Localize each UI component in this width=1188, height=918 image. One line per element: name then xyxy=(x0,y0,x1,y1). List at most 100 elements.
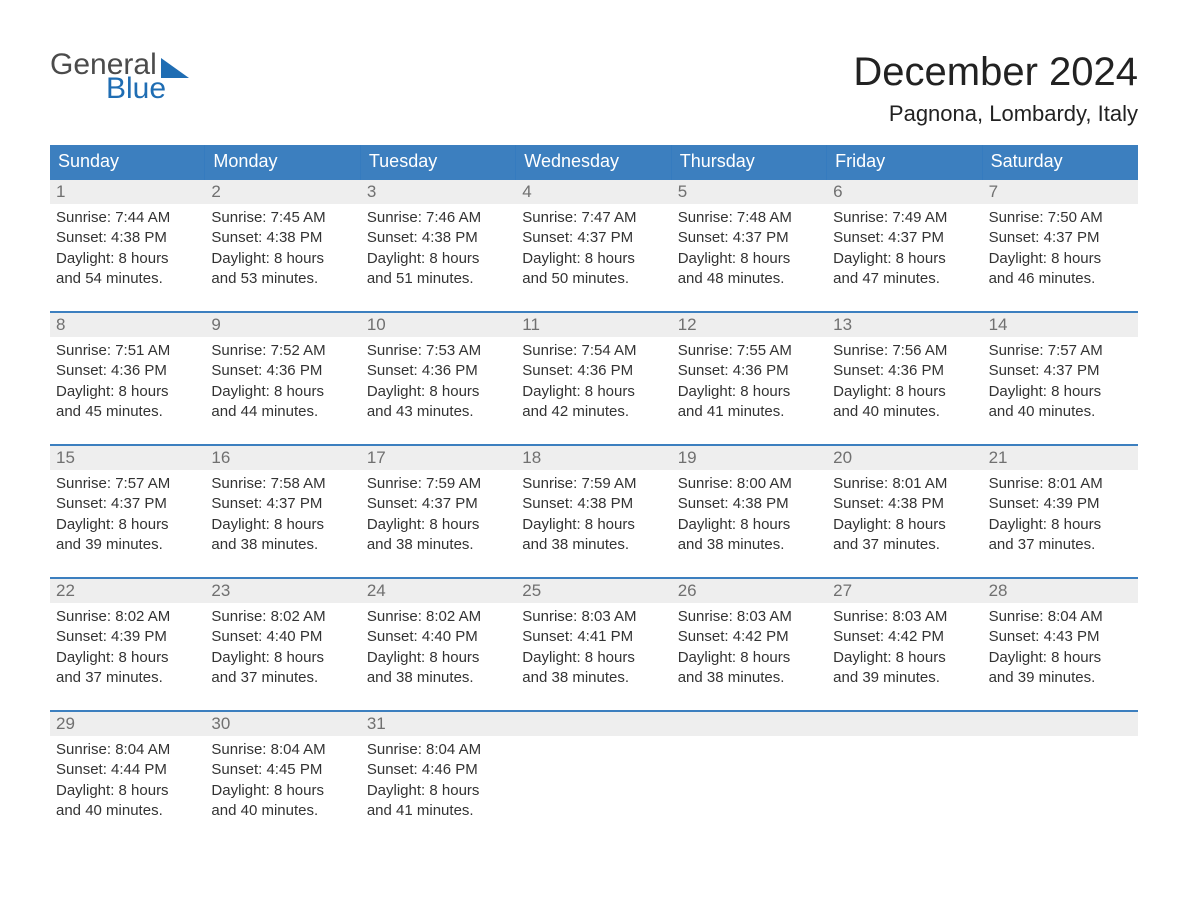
week-row: 1Sunrise: 7:44 AMSunset: 4:38 PMDaylight… xyxy=(50,180,1138,297)
weekday-saturday: Saturday xyxy=(983,145,1138,180)
day-number: 13 xyxy=(827,313,982,337)
month-title: December 2024 xyxy=(853,50,1138,95)
daylight-line: Daylight: 8 hours xyxy=(678,515,821,535)
day-cell xyxy=(516,712,671,829)
daylight-line: and 38 minutes. xyxy=(522,668,665,688)
day-number: 16 xyxy=(205,446,360,470)
daylight-line: Daylight: 8 hours xyxy=(833,648,976,668)
sunrise-line: Sunrise: 7:45 AM xyxy=(211,208,354,228)
day-number-empty xyxy=(672,712,827,736)
week-row: 29Sunrise: 8:04 AMSunset: 4:44 PMDayligh… xyxy=(50,710,1138,829)
daylight-line: and 37 minutes. xyxy=(833,535,976,555)
daylight-line: Daylight: 8 hours xyxy=(989,648,1132,668)
daylight-line: and 38 minutes. xyxy=(522,535,665,555)
daylight-line: and 41 minutes. xyxy=(678,402,821,422)
daylight-line: and 40 minutes. xyxy=(989,402,1132,422)
sunset-line: Sunset: 4:45 PM xyxy=(211,760,354,780)
daylight-line: Daylight: 8 hours xyxy=(989,515,1132,535)
sunrise-line: Sunrise: 7:58 AM xyxy=(211,474,354,494)
daylight-line: Daylight: 8 hours xyxy=(833,515,976,535)
day-cell: 9Sunrise: 7:52 AMSunset: 4:36 PMDaylight… xyxy=(205,313,360,430)
daylight-line: and 45 minutes. xyxy=(56,402,199,422)
sunrise-line: Sunrise: 7:57 AM xyxy=(56,474,199,494)
header: General Blue December 2024 Pagnona, Lomb… xyxy=(50,50,1138,127)
sunset-line: Sunset: 4:42 PM xyxy=(833,627,976,647)
daylight-line: Daylight: 8 hours xyxy=(211,781,354,801)
sunset-line: Sunset: 4:43 PM xyxy=(989,627,1132,647)
sunrise-line: Sunrise: 8:04 AM xyxy=(211,740,354,760)
day-cell: 20Sunrise: 8:01 AMSunset: 4:38 PMDayligh… xyxy=(827,446,982,563)
sunrise-line: Sunrise: 7:48 AM xyxy=(678,208,821,228)
sunset-line: Sunset: 4:42 PM xyxy=(678,627,821,647)
day-number: 19 xyxy=(672,446,827,470)
day-cell: 3Sunrise: 7:46 AMSunset: 4:38 PMDaylight… xyxy=(361,180,516,297)
sunset-line: Sunset: 4:36 PM xyxy=(56,361,199,381)
day-number: 27 xyxy=(827,579,982,603)
daylight-line: and 43 minutes. xyxy=(367,402,510,422)
daylight-line: Daylight: 8 hours xyxy=(522,515,665,535)
daylight-line: and 40 minutes. xyxy=(211,801,354,821)
sunrise-line: Sunrise: 8:03 AM xyxy=(833,607,976,627)
weekday-sunday: Sunday xyxy=(50,145,205,180)
day-cell: 6Sunrise: 7:49 AMSunset: 4:37 PMDaylight… xyxy=(827,180,982,297)
daylight-line: Daylight: 8 hours xyxy=(678,648,821,668)
week-row: 22Sunrise: 8:02 AMSunset: 4:39 PMDayligh… xyxy=(50,577,1138,696)
sunrise-line: Sunrise: 8:02 AM xyxy=(56,607,199,627)
day-number-empty xyxy=(827,712,982,736)
day-cell xyxy=(672,712,827,829)
day-number: 25 xyxy=(516,579,671,603)
day-cell: 26Sunrise: 8:03 AMSunset: 4:42 PMDayligh… xyxy=(672,579,827,696)
weekday-tuesday: Tuesday xyxy=(361,145,516,180)
weekday-wednesday: Wednesday xyxy=(516,145,671,180)
daylight-line: Daylight: 8 hours xyxy=(56,249,199,269)
sunset-line: Sunset: 4:38 PM xyxy=(211,228,354,248)
daylight-line: and 46 minutes. xyxy=(989,269,1132,289)
daylight-line: Daylight: 8 hours xyxy=(56,781,199,801)
day-number: 4 xyxy=(516,180,671,204)
day-number: 20 xyxy=(827,446,982,470)
day-cell: 30Sunrise: 8:04 AMSunset: 4:45 PMDayligh… xyxy=(205,712,360,829)
day-cell: 10Sunrise: 7:53 AMSunset: 4:36 PMDayligh… xyxy=(361,313,516,430)
day-number: 18 xyxy=(516,446,671,470)
day-cell: 21Sunrise: 8:01 AMSunset: 4:39 PMDayligh… xyxy=(983,446,1138,563)
calendar-page: General Blue December 2024 Pagnona, Lomb… xyxy=(0,0,1188,859)
day-cell: 11Sunrise: 7:54 AMSunset: 4:36 PMDayligh… xyxy=(516,313,671,430)
sunrise-line: Sunrise: 8:03 AM xyxy=(522,607,665,627)
daylight-line: Daylight: 8 hours xyxy=(522,382,665,402)
daylight-line: and 37 minutes. xyxy=(56,668,199,688)
day-number-empty xyxy=(516,712,671,736)
day-cell: 12Sunrise: 7:55 AMSunset: 4:36 PMDayligh… xyxy=(672,313,827,430)
day-cell xyxy=(983,712,1138,829)
daylight-line: Daylight: 8 hours xyxy=(989,382,1132,402)
daylight-line: and 39 minutes. xyxy=(833,668,976,688)
daylight-line: and 38 minutes. xyxy=(678,668,821,688)
day-number: 6 xyxy=(827,180,982,204)
calendar: Sunday Monday Tuesday Wednesday Thursday… xyxy=(50,145,1138,829)
day-cell: 7Sunrise: 7:50 AMSunset: 4:37 PMDaylight… xyxy=(983,180,1138,297)
day-number: 28 xyxy=(983,579,1138,603)
daylight-line: Daylight: 8 hours xyxy=(56,382,199,402)
sunset-line: Sunset: 4:37 PM xyxy=(678,228,821,248)
daylight-line: Daylight: 8 hours xyxy=(367,781,510,801)
day-cell: 18Sunrise: 7:59 AMSunset: 4:38 PMDayligh… xyxy=(516,446,671,563)
daylight-line: and 42 minutes. xyxy=(522,402,665,422)
weekday-monday: Monday xyxy=(205,145,360,180)
sunrise-line: Sunrise: 7:51 AM xyxy=(56,341,199,361)
sunset-line: Sunset: 4:40 PM xyxy=(211,627,354,647)
sunset-line: Sunset: 4:36 PM xyxy=(833,361,976,381)
sunset-line: Sunset: 4:38 PM xyxy=(522,494,665,514)
daylight-line: and 48 minutes. xyxy=(678,269,821,289)
day-cell: 5Sunrise: 7:48 AMSunset: 4:37 PMDaylight… xyxy=(672,180,827,297)
daylight-line: and 38 minutes. xyxy=(211,535,354,555)
logo-word-blue: Blue xyxy=(106,74,189,104)
daylight-line: Daylight: 8 hours xyxy=(367,515,510,535)
day-cell: 14Sunrise: 7:57 AMSunset: 4:37 PMDayligh… xyxy=(983,313,1138,430)
location-label: Pagnona, Lombardy, Italy xyxy=(853,101,1138,127)
sunrise-line: Sunrise: 7:53 AM xyxy=(367,341,510,361)
day-number: 24 xyxy=(361,579,516,603)
day-cell: 2Sunrise: 7:45 AMSunset: 4:38 PMDaylight… xyxy=(205,180,360,297)
sunrise-line: Sunrise: 7:55 AM xyxy=(678,341,821,361)
sunset-line: Sunset: 4:36 PM xyxy=(678,361,821,381)
week-row: 15Sunrise: 7:57 AMSunset: 4:37 PMDayligh… xyxy=(50,444,1138,563)
day-number: 26 xyxy=(672,579,827,603)
